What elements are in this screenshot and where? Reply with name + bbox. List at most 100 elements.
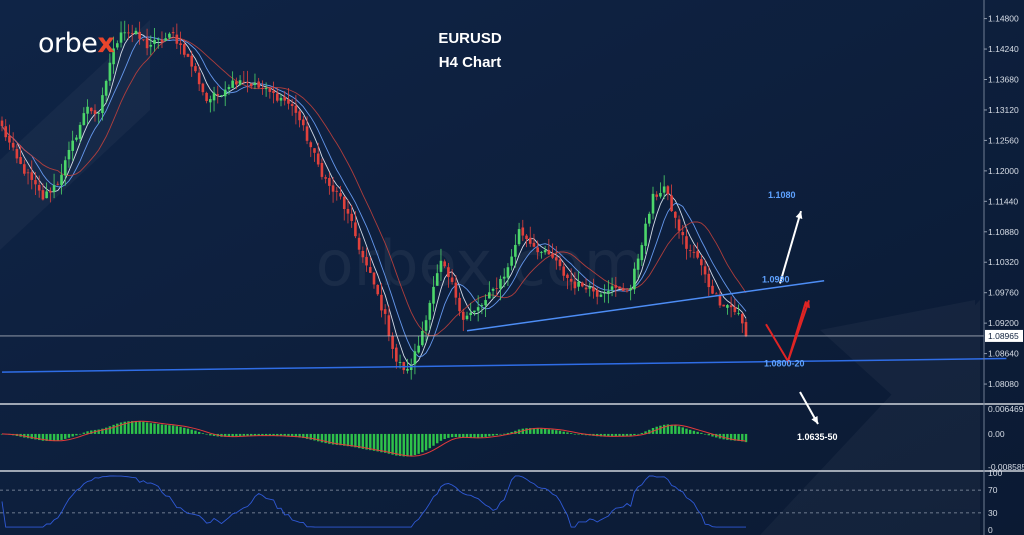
candle-body <box>718 294 722 306</box>
candle-body <box>316 153 320 165</box>
candle-body <box>685 236 688 249</box>
macd-bar <box>436 433 439 444</box>
candle-body <box>618 286 621 289</box>
candle-body <box>328 178 331 186</box>
axis-tick-label: 1.10880 <box>988 227 1019 237</box>
candle-body <box>361 250 365 258</box>
macd-bar <box>447 433 450 438</box>
axis-tick-label: 1.12560 <box>988 135 1019 145</box>
candle-body <box>700 259 703 266</box>
candle-body <box>335 190 339 192</box>
rebound-arrow-head <box>803 300 810 309</box>
brand-logo: orbex <box>38 28 115 59</box>
macd-bar <box>648 429 651 434</box>
candle-body <box>435 273 439 286</box>
macd-bar <box>618 433 621 437</box>
candle-body <box>729 305 733 308</box>
macd-bar <box>171 425 175 434</box>
macd-bar <box>168 425 171 434</box>
candle-body <box>112 48 115 65</box>
macd-bar <box>183 427 186 434</box>
macd-bar <box>309 433 312 440</box>
macd-bar <box>346 433 350 447</box>
bullish-scenario-arrow-head <box>795 211 803 220</box>
candle-body <box>287 99 290 104</box>
candle-body <box>138 31 141 39</box>
annotations: 1.1080 1.0990 1.0800-20 1.0635-50 <box>762 190 838 442</box>
macd-bar <box>476 433 480 438</box>
axis-tick-label: 1.14240 <box>988 44 1019 54</box>
candle-body <box>655 194 659 197</box>
candle-body <box>599 294 603 297</box>
macd-bar <box>737 433 740 441</box>
candle-body <box>428 302 432 320</box>
candle-body <box>521 227 525 236</box>
macd-bar <box>164 424 167 434</box>
rsi-tick-label: 30 <box>988 508 998 518</box>
candle-body <box>45 191 48 199</box>
candle-body <box>305 126 309 141</box>
axis-tick-label: 1.08640 <box>988 349 1019 359</box>
macd-bar <box>279 433 283 437</box>
rebound-arrow <box>787 299 810 362</box>
macd-bar <box>313 433 316 441</box>
macd-bar <box>38 433 41 441</box>
macd-bar <box>369 433 372 451</box>
candle-body <box>629 288 632 291</box>
macd-bar <box>692 430 696 434</box>
candle-body <box>75 137 78 140</box>
macd-bar <box>283 433 286 437</box>
candle-body <box>156 38 160 40</box>
candle-body <box>238 80 242 85</box>
macd-bar <box>398 433 402 457</box>
candle-body <box>417 345 420 353</box>
macd-bar <box>365 433 368 450</box>
candle-body <box>666 186 670 194</box>
macd-bar <box>160 424 164 434</box>
candle-body <box>104 80 108 96</box>
macd-bar <box>406 433 409 457</box>
candle-body <box>78 124 82 139</box>
candle-body <box>491 288 495 291</box>
candle-body <box>60 174 63 185</box>
candle-body <box>160 39 164 43</box>
candle-body <box>696 251 699 258</box>
macd-bar <box>261 433 264 436</box>
candle-body <box>89 107 93 112</box>
candle-body <box>621 288 625 291</box>
macd-bar <box>573 433 577 435</box>
candle-body <box>577 281 580 287</box>
macd-bar <box>276 433 279 437</box>
candle-body <box>346 208 350 214</box>
candle-body <box>484 300 487 306</box>
candle-body <box>212 92 216 101</box>
candle-body <box>41 190 45 200</box>
candle-body <box>413 351 417 365</box>
candle-body <box>458 297 461 312</box>
candle-body <box>733 307 737 313</box>
macd-bar <box>555 430 558 434</box>
candle-body <box>677 219 681 231</box>
candle-body <box>692 251 696 253</box>
rsi-tick-label: 70 <box>988 485 998 495</box>
candle-body <box>294 105 298 113</box>
macd-bar <box>190 429 193 434</box>
macd-bar <box>744 433 748 443</box>
macd-bar <box>741 433 744 442</box>
macd-bar <box>581 433 584 435</box>
macd-bar <box>603 433 606 437</box>
current-price-label: 1.08965 <box>988 331 1019 341</box>
candle-body <box>391 335 394 349</box>
macd-bar <box>224 433 227 437</box>
watermark-logo: orbex.com <box>316 227 645 300</box>
macd-bar <box>636 433 640 435</box>
macd-bar <box>417 433 420 454</box>
candle-body <box>149 44 153 47</box>
macd-bar <box>469 433 472 438</box>
macd-bar <box>644 431 647 434</box>
candle-body <box>302 119 305 126</box>
macd-bar <box>722 433 725 440</box>
brand-logo-accent: x <box>97 28 115 59</box>
macd-bar <box>123 421 126 434</box>
